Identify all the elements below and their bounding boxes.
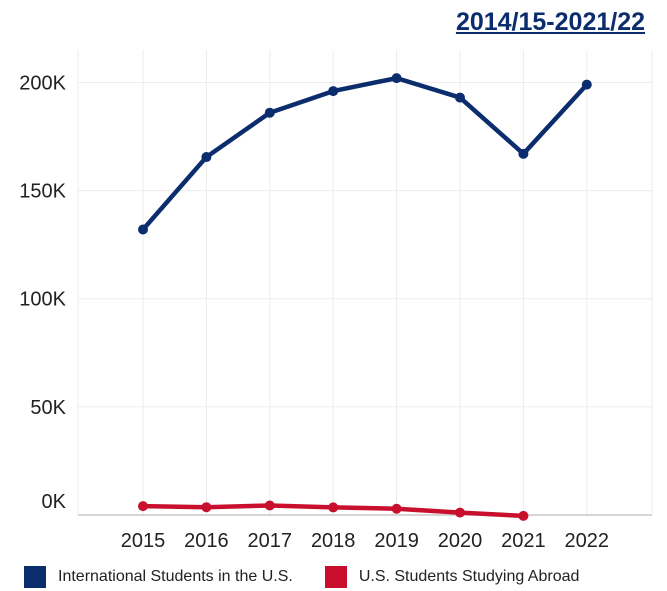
grid-lines <box>77 50 653 515</box>
data-point[interactable] <box>391 503 402 514</box>
legend-swatch-international <box>24 566 46 588</box>
data-point[interactable] <box>455 507 465 518</box>
data-point[interactable] <box>264 500 275 511</box>
legend-item-international[interactable]: International Students in the U.S. <box>24 566 293 588</box>
data-point[interactable] <box>518 148 529 159</box>
y-tick-label: 200K <box>19 72 66 94</box>
y-tick-label: 100K <box>19 289 66 311</box>
x-tick-labels: 2015 2016 2017 2018 2019 2020 2021 2022 <box>121 530 609 552</box>
legend-item-us-abroad[interactable]: U.S. Students Studying Abroad <box>324 566 580 588</box>
x-tick-label: 2019 <box>374 530 419 552</box>
legend-swatch-us-abroad <box>324 566 347 588</box>
x-tick-label: 2020 <box>438 530 483 552</box>
data-point[interactable] <box>518 510 529 521</box>
data-point[interactable] <box>391 73 402 84</box>
x-tick-label: 2022 <box>565 530 610 552</box>
data-point[interactable] <box>201 502 212 513</box>
y-tick-label: 0K <box>42 491 67 513</box>
x-tick-label: 2015 <box>121 530 166 552</box>
data-point[interactable] <box>581 79 592 90</box>
data-point[interactable] <box>138 224 148 235</box>
data-point[interactable] <box>328 502 339 513</box>
y-tick-labels: 0K 50K 100K 150K 200K <box>19 72 66 513</box>
series-lines <box>138 73 592 521</box>
period-link[interactable]: 2014/15-2021/22 <box>455 8 645 36</box>
legend-label-international: International Students in the U.S. <box>58 568 293 585</box>
legend: International Students in the U.S. U.S. … <box>24 566 611 588</box>
x-tick-label: 2016 <box>184 530 229 552</box>
y-tick-label: 150K <box>19 181 66 203</box>
series-line-0 <box>140 75 590 232</box>
data-point[interactable] <box>264 107 275 118</box>
x-tick-label: 2018 <box>311 530 356 552</box>
data-point[interactable] <box>328 86 339 97</box>
data-point[interactable] <box>138 501 148 512</box>
x-tick-label: 2021 <box>501 530 546 552</box>
data-point[interactable] <box>455 92 465 103</box>
y-tick-label: 50K <box>30 397 66 419</box>
x-tick-label: 2017 <box>248 530 293 552</box>
legend-label-us-abroad: U.S. Students Studying Abroad <box>358 568 580 585</box>
data-point[interactable] <box>201 152 212 163</box>
